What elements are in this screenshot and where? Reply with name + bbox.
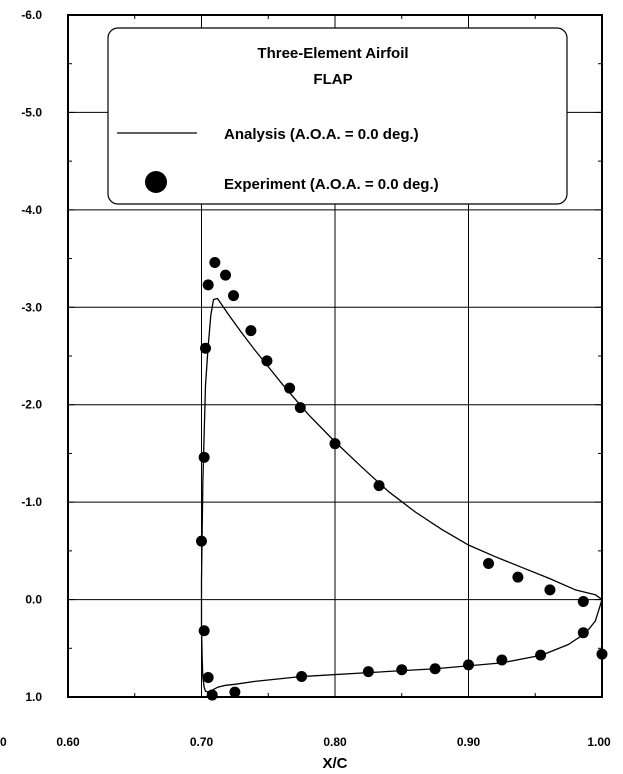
x-tick-labels: 0 0.60 0.70 0.80 0.90 1.00: [0, 735, 611, 749]
y-tick-label: -3.0: [21, 300, 42, 314]
legend-label-experiment: Experiment (A.O.A. = 0.0 deg.): [224, 176, 439, 193]
chart-title-line-2: FLAP: [313, 71, 352, 88]
experiment-point: [284, 382, 296, 394]
experiment-point: [228, 290, 240, 302]
x-tick-label: 0.60: [56, 735, 80, 749]
experiment-point: [198, 451, 210, 463]
experiment-point: [202, 672, 214, 684]
experiment-point: [296, 671, 308, 683]
experiment-point: [577, 627, 589, 639]
experiment-point: [496, 654, 508, 666]
experiment-point: [261, 355, 273, 367]
x-tick-label: 0.80: [323, 735, 347, 749]
experiment-point: [596, 648, 608, 660]
y-tick-label: -4.0: [21, 203, 42, 217]
y-tick-label: 1.0: [25, 690, 42, 704]
experiment-point: [463, 659, 474, 671]
x-tick-label: 0.90: [457, 735, 481, 749]
experiment-point: [396, 664, 408, 676]
chart-title-line-1: Three-Element Airfoil: [257, 45, 408, 62]
experiment-point: [535, 649, 547, 661]
experiment-point: [206, 689, 218, 701]
y-tick-label: -6.0: [21, 8, 42, 22]
experiment-point: [202, 279, 214, 291]
experiment-point: [373, 480, 385, 492]
experiment-point: [196, 535, 207, 547]
x-axis-title: X/C: [322, 755, 347, 772]
experiment-point: [329, 438, 341, 450]
experiment-point: [198, 625, 210, 637]
x-tick-label: 0.70: [190, 735, 214, 749]
axis-ticks: [67, 14, 603, 698]
experiment-point: [220, 269, 232, 281]
x-tick-label: 1.00: [587, 735, 611, 749]
analysis-line: [200, 297, 603, 693]
experiment-point: [209, 256, 221, 268]
experiment-point: [544, 584, 556, 596]
x-tick-label: 0: [0, 735, 7, 749]
y-tick-label: -5.0: [21, 105, 42, 119]
legend-marker-swatch: [145, 171, 167, 193]
experiment-point: [294, 402, 306, 414]
experiment-point: [483, 558, 495, 570]
experiment-point: [200, 342, 212, 354]
legend-label-analysis: Analysis (A.O.A. = 0.0 deg.): [224, 126, 419, 143]
experiment-point: [429, 663, 441, 675]
y-tick-label: -1.0: [21, 495, 42, 509]
experiment-point: [229, 686, 241, 698]
series-layer: [196, 256, 608, 701]
legend: Three-Element Airfoil FLAP Analysis (A.O…: [107, 27, 568, 205]
experiment-point: [512, 571, 524, 583]
experiment-point: [245, 325, 257, 337]
experiment-point: [577, 596, 589, 608]
y-tick-labels: -6.0 -5.0 -4.0 -3.0 -2.0 -1.0 0.0 1.0: [21, 8, 42, 704]
y-tick-label: 0.0: [25, 593, 42, 607]
legend-box: [107, 27, 568, 205]
y-tick-label: -2.0: [21, 398, 42, 412]
experiment-point: [362, 666, 374, 678]
